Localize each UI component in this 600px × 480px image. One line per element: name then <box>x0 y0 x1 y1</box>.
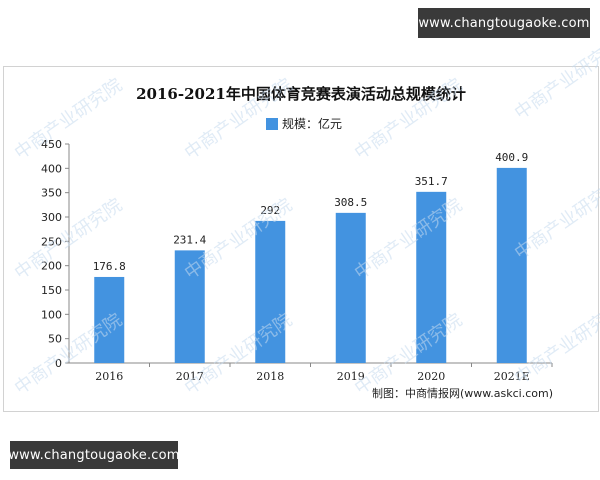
bar-2016 <box>94 276 125 363</box>
site-url-banner-bottom[interactable]: www.changtougaoke.com <box>8 441 179 469</box>
y-tick-label: 300 <box>41 211 62 224</box>
legend: 规模：亿元 <box>266 115 342 132</box>
y-tick-label: 400 <box>41 162 62 175</box>
bar-2020 <box>416 191 447 363</box>
y-tick-label: 50 <box>48 333 62 346</box>
bar-chart: 0 50 100 150 200 250 300 350 400 450 176.8 2016 231.… <box>41 138 553 383</box>
y-tick-label: 150 <box>41 284 62 297</box>
bar-2017 <box>174 250 205 363</box>
source-note: 制图：中商情报网(www.askci.com) <box>372 387 553 400</box>
x-tick-label: 2019 <box>337 370 365 383</box>
bar-2019 <box>335 212 366 363</box>
legend-label: 规模：亿元 <box>282 117 343 131</box>
data-label: 176.8 <box>93 260 126 273</box>
y-tick-label: 100 <box>41 308 62 321</box>
site-url-banner-top[interactable]: www.changtougaoke.com <box>418 8 590 38</box>
x-tick-label: 2017 <box>176 370 204 383</box>
legend-swatch <box>266 117 278 130</box>
x-tick-label: 2018 <box>256 370 284 383</box>
bar-2018 <box>255 220 286 363</box>
y-tick-label: 200 <box>41 260 62 273</box>
y-tick-label: 250 <box>41 235 62 248</box>
y-tick-label: 450 <box>41 138 62 151</box>
x-tick-label: 2021E <box>494 370 530 383</box>
x-tick-label: 2016 <box>95 370 123 383</box>
data-label: 231.4 <box>173 233 206 246</box>
data-label: 351.7 <box>415 175 448 188</box>
data-label: 400.9 <box>495 151 528 164</box>
x-tick-label: 2020 <box>417 370 445 383</box>
bar-2021E <box>496 167 527 363</box>
y-tick-label: 0 <box>55 357 62 370</box>
data-label: 308.5 <box>334 196 367 209</box>
y-tick-label: 350 <box>41 187 62 200</box>
data-label: 292 <box>260 204 280 217</box>
chart-title: 2016-2021年中国体育竞赛表演活动总规模统计 <box>136 85 466 103</box>
chart-panel: 2016-2021年中国体育竞赛表演活动总规模统计 规模：亿元 0 50 100 15… <box>3 66 599 412</box>
